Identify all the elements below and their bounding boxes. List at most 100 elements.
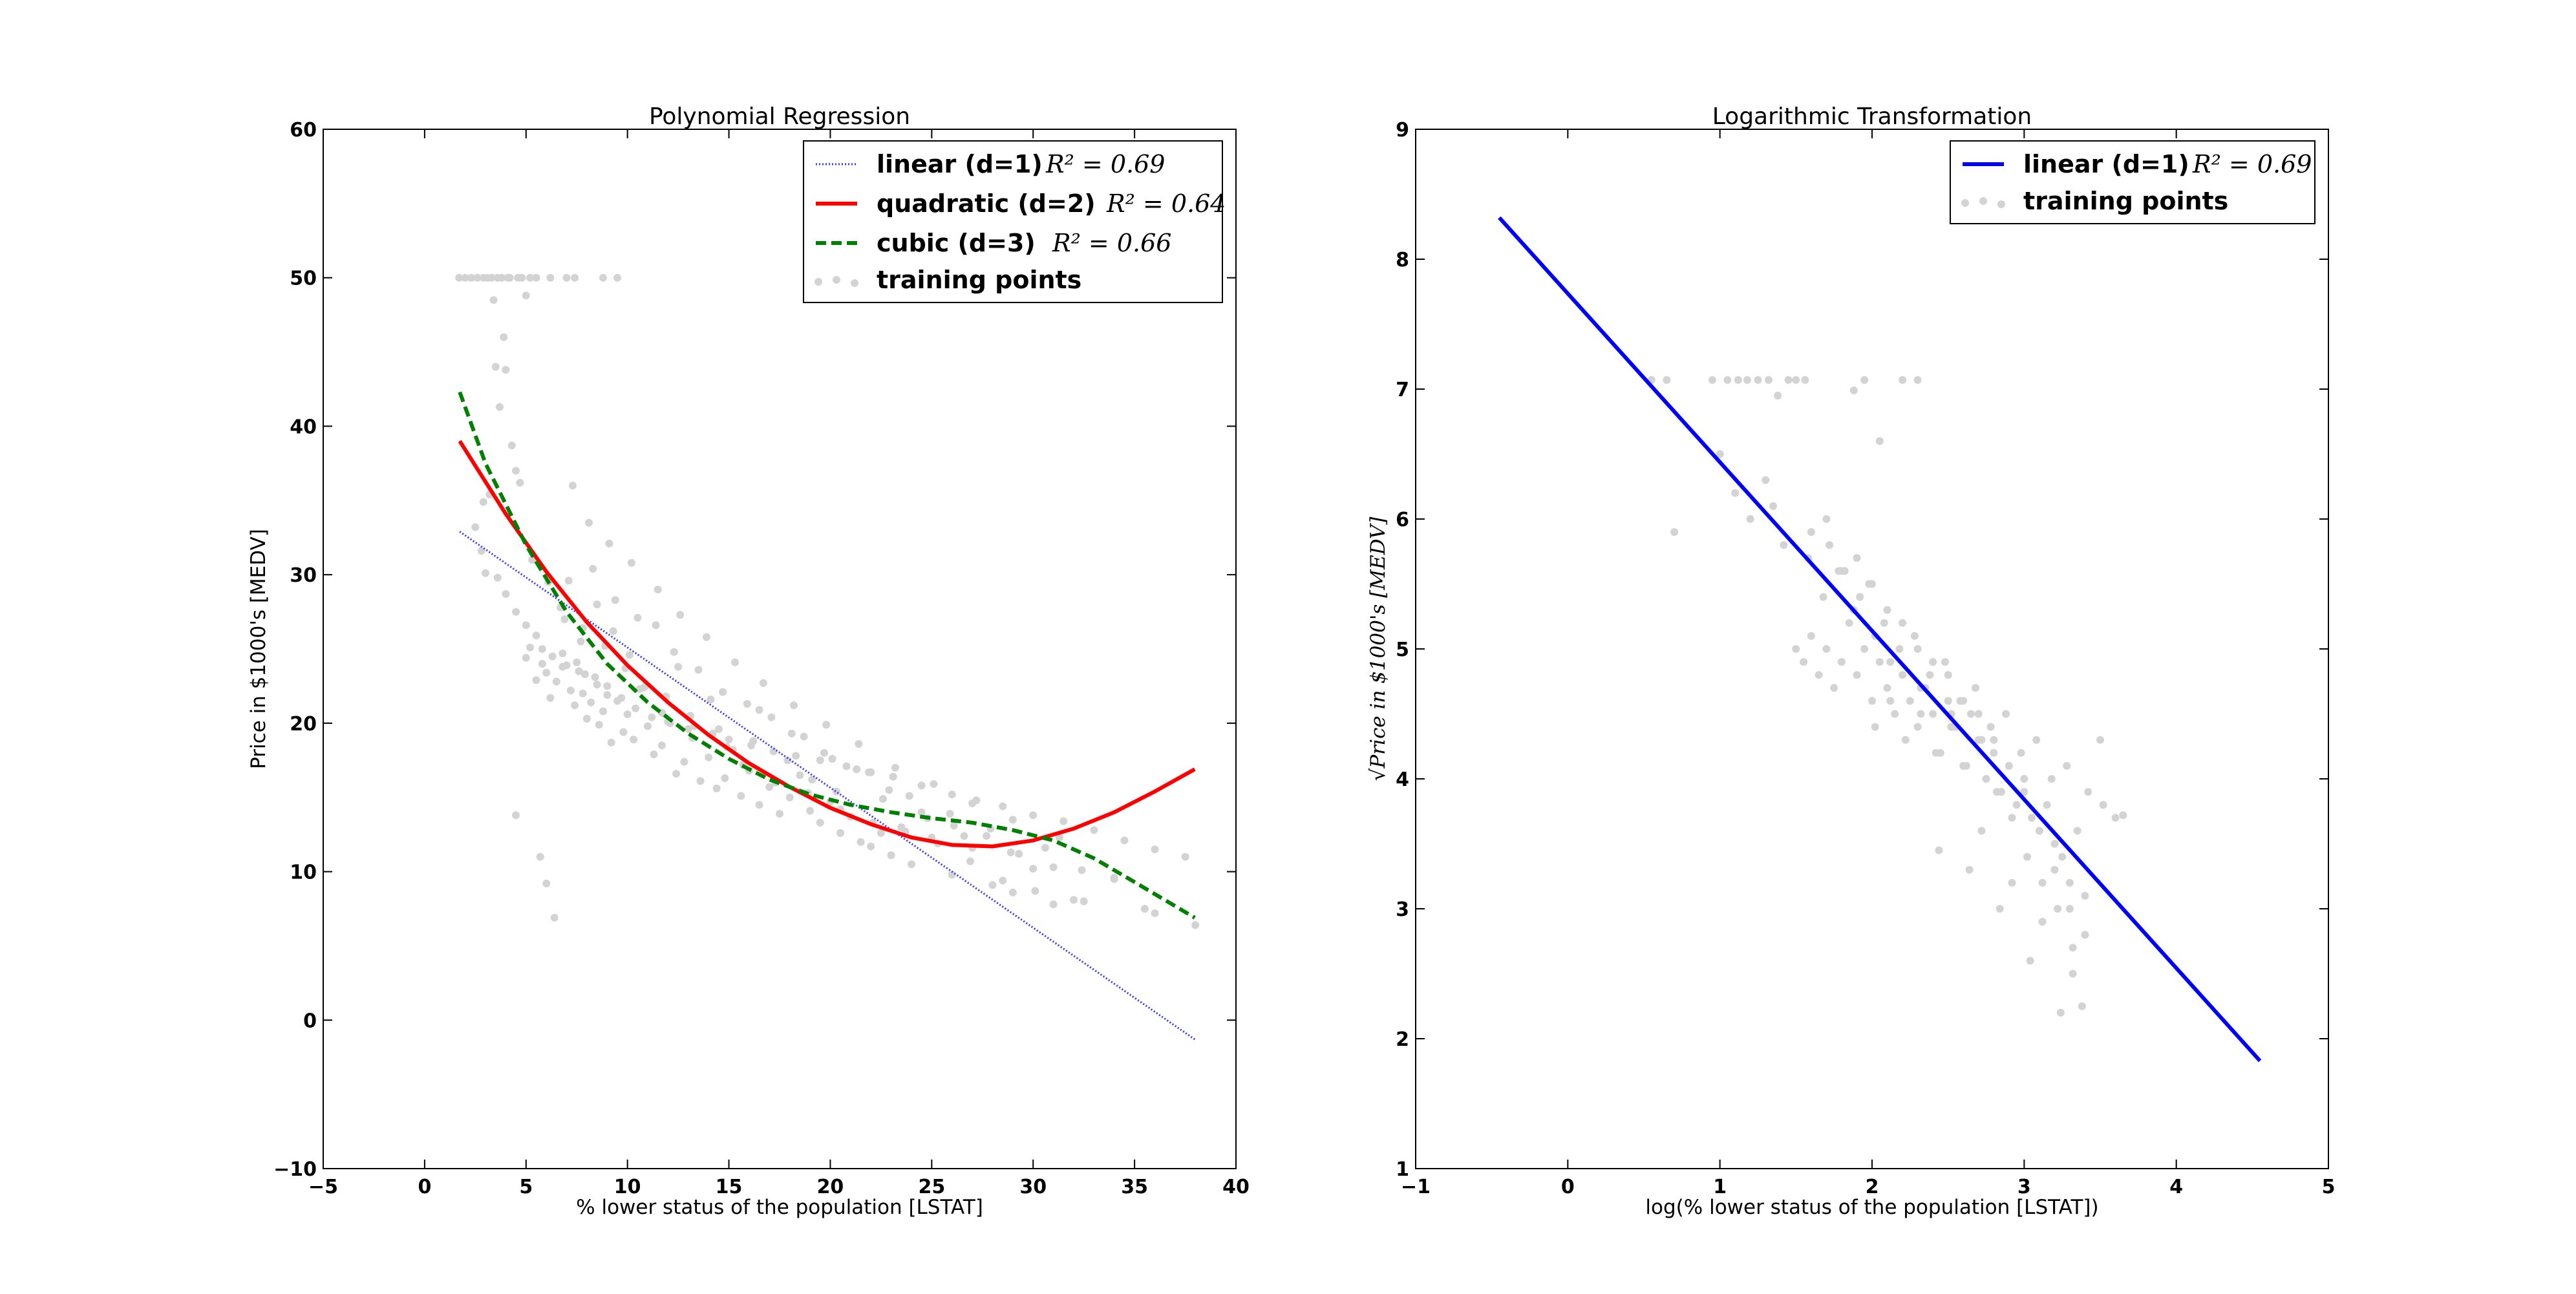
- training-point: [1822, 515, 1831, 523]
- training-point: [1120, 836, 1129, 845]
- training-point: [1792, 645, 1800, 653]
- training-point: [1663, 376, 1671, 384]
- training-point: [1977, 827, 1986, 835]
- x-tick-label: 5: [519, 1176, 533, 1198]
- training-point: [512, 467, 520, 475]
- training-point: [2002, 710, 2010, 718]
- training-point: [2119, 811, 2127, 820]
- y-tick-label: 8: [1396, 249, 1409, 271]
- y-tick-label: 2: [1396, 1028, 1409, 1051]
- training-point: [948, 790, 956, 799]
- training-point: [1947, 723, 1955, 731]
- x-tick-label: 30: [1019, 1176, 1047, 1198]
- legend-label-quadratic: quadratic (d=2): [877, 189, 1096, 218]
- training-point: [1990, 736, 1998, 744]
- training-point: [518, 273, 526, 282]
- training-point: [2111, 814, 2120, 822]
- training-point: [1837, 658, 1846, 666]
- logarithmic-transformation-chart: Logarithmic Transformation −1 0 1 2 3 4 5 1 2 3 4…: [1367, 103, 2335, 1219]
- training-point: [1792, 376, 1800, 384]
- x-tick-label: 0: [418, 1176, 431, 1198]
- training-point: [516, 478, 524, 487]
- training-point: [2023, 853, 2031, 861]
- x-tick-label: 10: [614, 1176, 641, 1198]
- training-point: [1840, 567, 1849, 575]
- legend-marker-training-1: [814, 278, 822, 286]
- y-tick-label: 5: [1396, 639, 1409, 661]
- training-point: [1029, 865, 1038, 873]
- training-point: [1070, 896, 1078, 904]
- x-tick-label: 3: [2017, 1176, 2031, 1198]
- training-point: [1049, 863, 1058, 871]
- training-point: [822, 721, 831, 729]
- training-point: [1883, 684, 1891, 692]
- training-point: [1962, 761, 1970, 770]
- training-point: [2096, 736, 2104, 744]
- training-point: [500, 333, 508, 341]
- training-point: [867, 842, 875, 851]
- training-point: [1993, 788, 2001, 796]
- training-point: [1860, 376, 1869, 384]
- training-point: [595, 721, 603, 729]
- training-point: [2038, 918, 2047, 926]
- training-point: [707, 695, 715, 704]
- x-axis: −5 0 5 10 15 20 25 30 35 40: [308, 129, 1250, 1198]
- fit-line-linear: [459, 531, 1196, 1041]
- y-tick-label: 40: [290, 416, 317, 438]
- training-point: [559, 649, 567, 657]
- training-point: [1746, 515, 1754, 523]
- legend-label-training: training points: [877, 266, 1081, 294]
- x-axis-label: log(% lower status of the population [LS…: [1645, 1196, 2098, 1219]
- training-point: [1910, 631, 1919, 640]
- training-point: [1895, 645, 1904, 653]
- training-point: [532, 676, 540, 684]
- training-point: [546, 273, 555, 282]
- training-point: [2078, 1002, 2086, 1010]
- training-point: [705, 753, 713, 761]
- training-point: [562, 661, 571, 670]
- training-point: [506, 273, 514, 282]
- training-point: [607, 738, 615, 747]
- training-point: [1708, 376, 1716, 384]
- y-tick-label: 6: [1396, 509, 1409, 531]
- training-point: [1784, 376, 1793, 384]
- training-point: [2028, 814, 2036, 822]
- training-point: [1716, 450, 1724, 458]
- training-point: [1982, 775, 1990, 783]
- training-point: [725, 736, 733, 744]
- training-point: [548, 652, 557, 661]
- y-axis-label: Price in $1000's [MEDV]: [247, 529, 270, 769]
- training-point: [855, 740, 863, 748]
- fit-line-quadratic: [458, 440, 1196, 849]
- training-points-layer: [455, 273, 1200, 929]
- training-point: [1972, 684, 1979, 692]
- training-point: [613, 273, 621, 282]
- training-point: [2056, 1008, 2065, 1017]
- training-point: [800, 732, 808, 741]
- training-point: [946, 810, 954, 818]
- training-point: [1990, 748, 1998, 757]
- training-point: [512, 811, 520, 820]
- training-point: [2065, 905, 2074, 913]
- training-point: [591, 673, 599, 681]
- training-point: [532, 631, 540, 640]
- plot-area-frame: [1415, 129, 2329, 1169]
- training-point: [482, 569, 489, 577]
- training-point: [737, 792, 745, 800]
- training-point: [550, 913, 559, 922]
- legend-label-linear: linear (d=1): [877, 150, 1043, 178]
- training-point: [526, 273, 535, 282]
- training-point: [1944, 697, 1952, 705]
- x-axis: −1 0 1 2 3 4 5: [1401, 129, 2335, 1198]
- training-point: [498, 273, 506, 282]
- training-point: [917, 808, 926, 816]
- training-point: [891, 763, 899, 772]
- legend-r2-cubic: R² = 0.66: [1052, 229, 1171, 257]
- legend-marker-training-3: [851, 279, 858, 287]
- training-point: [566, 686, 575, 695]
- training-point: [502, 366, 510, 374]
- y-tick-label: 30: [290, 564, 317, 587]
- training-point: [593, 600, 601, 609]
- training-point: [526, 643, 535, 652]
- legend-label-cubic: cubic (d=3): [877, 229, 1036, 257]
